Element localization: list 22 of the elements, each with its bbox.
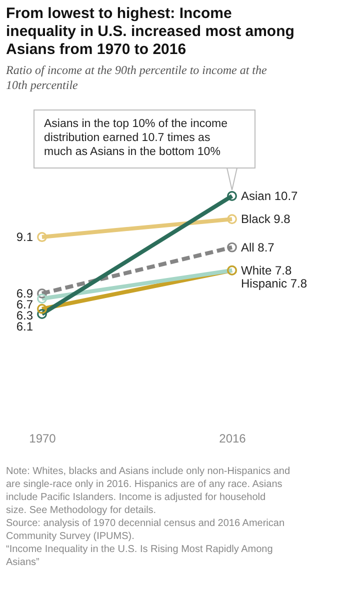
point <box>227 214 237 224</box>
data-label: 9.1 <box>16 230 34 244</box>
source-note: Source: analysis of 1970 decennial census and 2016 American Community Survey (IPUMS). <box>6 518 285 542</box>
data-label: All 8.7 <box>241 240 275 254</box>
point <box>37 294 47 304</box>
data-label: Black 9.8 <box>241 212 291 226</box>
point <box>227 191 237 201</box>
x-tick-label: 1970 <box>29 432 56 446</box>
chart-title: From lowest to highest: Income inequality in U.S. increased most among Asians from 1970 to 2016 <box>6 5 294 58</box>
x-tick-label: 2016 <box>219 432 246 446</box>
data-label: Hispanic 7.8 <box>241 276 308 290</box>
text: “Income Inequality in the U.S. Is Rising Most Rapidly Among Asians” <box>6 544 273 568</box>
point <box>37 304 47 314</box>
data-label: Asian 10.7 <box>241 189 298 203</box>
text: Asians in the top 10% of the income distribution earned 10.7 times as much as Asians in the bottom 10% <box>44 118 228 158</box>
point <box>37 288 47 298</box>
text: Note: Whites, blacks and Asians include only non-Hispanics and are single-race only in 2016. Hispanics are of any race. Asians include Pacific Islanders. Income is adjusted for household size. See Methodology for details. <box>6 466 290 516</box>
data-label: White 7.8 <box>241 263 292 278</box>
chart-subtitle: Ratio of income at the 90th percentile to income at the 10th percentile <box>5 63 268 92</box>
point <box>37 309 47 319</box>
point <box>227 242 237 252</box>
point <box>37 232 47 242</box>
